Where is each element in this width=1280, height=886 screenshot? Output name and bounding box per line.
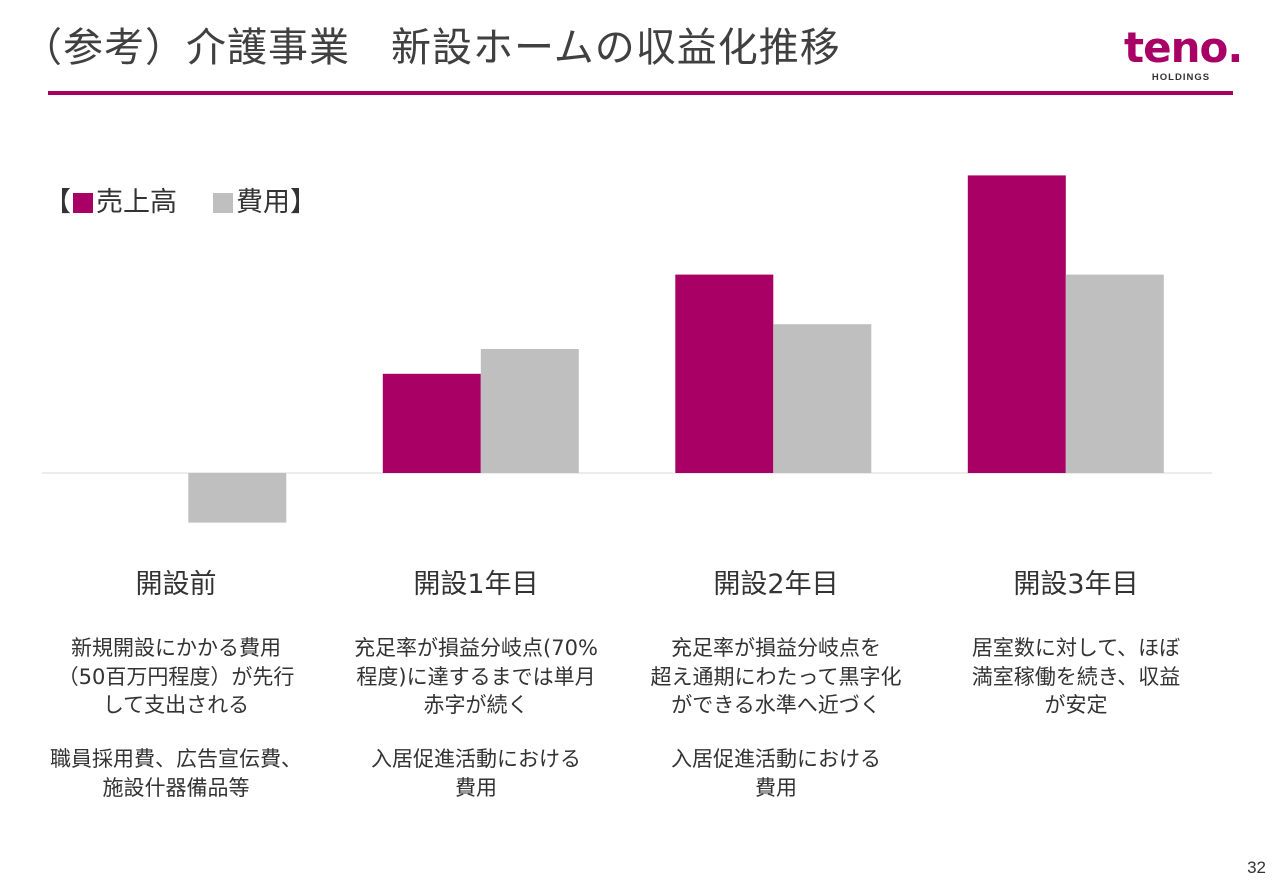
legend-open-bracket: 【 bbox=[44, 187, 71, 218]
bar-cost-0 bbox=[188, 473, 287, 523]
column-note-year1: 入居促進活動における 費用 bbox=[371, 747, 581, 800]
column-note-pre-opening: 職員採用費、広告宣伝費、 施設什器備品等 bbox=[50, 747, 302, 800]
logo-wordmark: teno. bbox=[1124, 23, 1243, 72]
legend-revenue-swatch bbox=[73, 193, 93, 213]
chart-legend: 【 売上高 費用】 bbox=[44, 186, 317, 220]
company-logo: teno. HOLDINGS bbox=[1124, 23, 1243, 84]
title-underline bbox=[48, 91, 1233, 95]
page-number: 32 bbox=[1247, 858, 1266, 877]
column-title-pre-opening: 開設前 bbox=[135, 569, 217, 600]
page-title: （参考）介護事業 新設ホームの収益化推移 bbox=[22, 25, 841, 71]
bar-revenue-2 bbox=[675, 274, 774, 473]
bar-revenue-3 bbox=[967, 175, 1066, 473]
column-note-year2: 入居促進活動における 費用 bbox=[671, 747, 881, 800]
bar-cost-3 bbox=[1065, 274, 1164, 473]
legend-cost-swatch bbox=[213, 193, 233, 213]
bar-cost-2 bbox=[773, 324, 872, 473]
logo-subtitle: HOLDINGS bbox=[1151, 72, 1211, 83]
column-title-year2: 開設2年目 bbox=[713, 569, 839, 600]
bar-cost-1 bbox=[480, 349, 579, 473]
bar-revenue-1 bbox=[382, 373, 481, 473]
legend-revenue-label: 売上高 bbox=[96, 187, 177, 218]
column-title-year3: 開設3年目 bbox=[1013, 569, 1139, 600]
column-title-year1: 開設1年目 bbox=[413, 569, 539, 600]
column-desc-year2: 充足率が損益分岐点を 超え通期にわたって黒字化 ができる水準へ近づく bbox=[650, 636, 902, 717]
legend-cost-label: 費用】 bbox=[236, 187, 317, 218]
column-desc-year1: 充足率が損益分岐点(70% 程度)に達するまでは単月 赤字が続く bbox=[354, 636, 598, 717]
column-desc-pre-opening: 新規開設にかかる費用 （50百万円程度）が先行 して支出される bbox=[57, 636, 295, 717]
column-desc-year3: 居室数に対して、ほぼ 満室稼働を続き、収益 が安定 bbox=[971, 636, 1181, 717]
